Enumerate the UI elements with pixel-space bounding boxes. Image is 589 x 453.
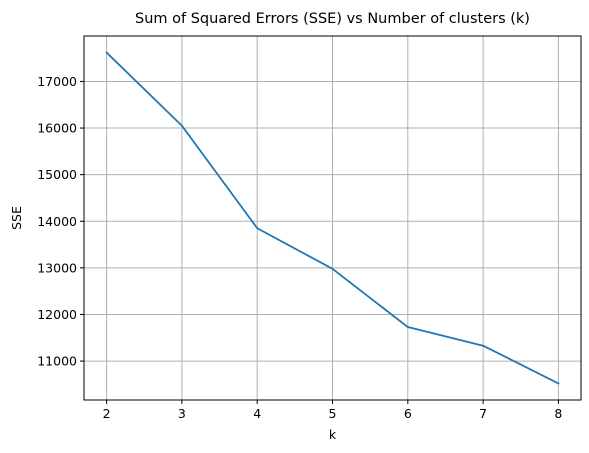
data-point (406, 326, 409, 328)
y-axis-ticks: 11000 12000 13000 14000 15000 16000 17000 (37, 74, 84, 369)
x-tick-label: 2 (103, 406, 111, 421)
data-point (482, 344, 485, 347)
x-axis-ticks: 2 3 4 5 6 7 8 (103, 400, 562, 421)
data-point (180, 124, 183, 127)
x-tick-label: 6 (404, 406, 412, 421)
series-layer (105, 51, 560, 385)
chart-title: Sum of Squared Errors (SSE) vs Number of… (135, 11, 530, 27)
x-axis-label: k (329, 427, 337, 442)
grid (84, 36, 581, 400)
data-point (105, 51, 108, 54)
y-tick-label: 16000 (37, 121, 77, 136)
data-point (331, 267, 334, 270)
data-point (557, 382, 560, 385)
y-tick-label: 14000 (37, 214, 77, 229)
y-tick-label: 13000 (37, 260, 77, 275)
y-tick-label: 15000 (37, 167, 77, 182)
y-tick-label: 11000 (37, 354, 77, 369)
y-tick-label: 17000 (37, 74, 77, 89)
y-tick-label: 12000 (37, 307, 77, 322)
data-point (256, 227, 259, 230)
x-tick-label: 5 (329, 406, 337, 421)
x-tick-label: 3 (178, 406, 186, 421)
x-tick-label: 7 (479, 406, 487, 421)
x-tick-label: 8 (554, 406, 562, 421)
x-tick-label: 4 (253, 406, 261, 421)
y-axis-label: SSE (9, 206, 24, 230)
